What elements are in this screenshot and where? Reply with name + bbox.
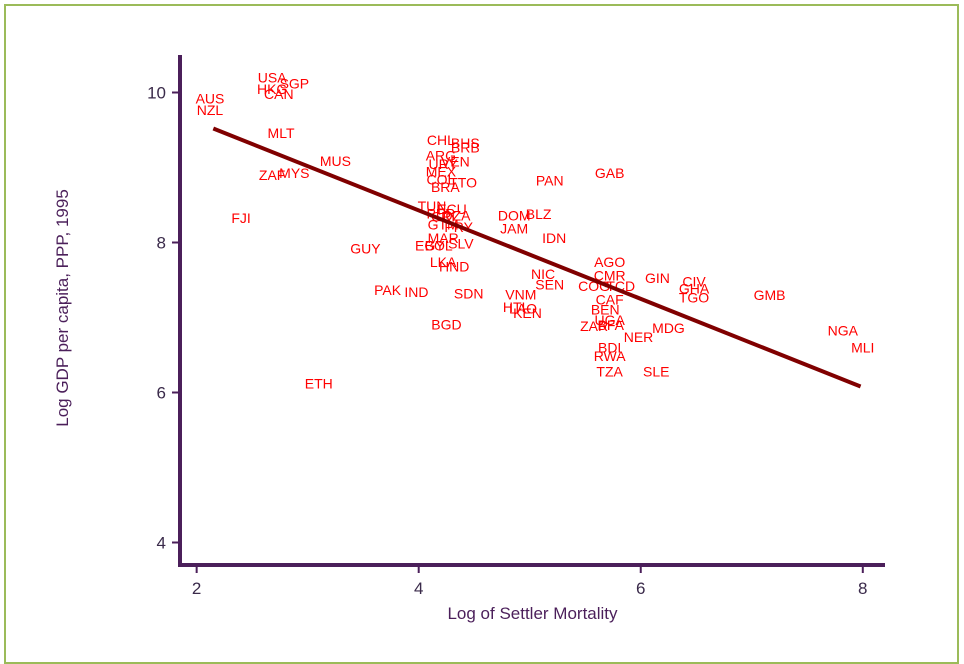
- point-label-guy: GUY: [350, 241, 381, 257]
- point-label-mli: MLI: [851, 340, 874, 356]
- x-axis-label: Log of Settler Mortality: [447, 604, 618, 623]
- point-label-mdg: MDG: [652, 320, 685, 336]
- point-label-mys: MYS: [279, 165, 309, 181]
- point-label-cri: CRI: [431, 208, 455, 224]
- point-label-ner: NER: [624, 329, 654, 345]
- point-label-gab: GAB: [595, 165, 625, 181]
- point-label-fji: FJI: [231, 210, 250, 226]
- y-axis-label: Log GDP per capita, PPP, 1995: [53, 189, 72, 427]
- x-tick-label: 8: [858, 579, 867, 598]
- point-label-tto: TTO: [449, 175, 477, 191]
- point-label-tun: TUN: [418, 198, 447, 214]
- x-tick-label: 4: [414, 579, 423, 598]
- point-label-bgd: BGD: [431, 316, 461, 332]
- point-label-tgo: TGO: [679, 289, 709, 305]
- point-label-blz: BLZ: [526, 206, 552, 222]
- point-label-civ: CIV: [682, 274, 706, 290]
- point-label-rwa: RWA: [594, 348, 627, 364]
- point-label-pan: PAN: [536, 172, 564, 188]
- point-label-uga: UGA: [594, 312, 625, 328]
- point-label-usa: USA: [258, 70, 287, 86]
- y-tick-label: 4: [157, 534, 166, 553]
- point-label-col: COL: [427, 172, 456, 188]
- point-label-nzl: NZL: [197, 102, 224, 118]
- point-label-gmb: GMB: [754, 287, 786, 303]
- point-label-pak: PAK: [374, 282, 402, 298]
- point-label-can: CAN: [264, 86, 294, 102]
- point-label-gin: GIN: [645, 270, 670, 286]
- point-label-ind: IND: [404, 284, 428, 300]
- point-label-mus: MUS: [320, 153, 351, 169]
- point-label-bra: BRA: [431, 179, 460, 195]
- point-label-sdn: SDN: [454, 286, 484, 302]
- point-label-mlt: MLT: [268, 125, 295, 141]
- point-label-lao: LAO: [509, 301, 537, 317]
- point-label-zar: ZAR: [580, 318, 608, 334]
- point-label-ben: BEN: [591, 301, 620, 317]
- point-label-nga: NGA: [828, 322, 859, 338]
- axis-ticks: 2 4 6 8 4 6 8 10: [147, 84, 867, 599]
- point-label-bol: BOL: [425, 238, 453, 254]
- x-tick-label: 2: [192, 579, 201, 598]
- point-label-idn: IDN: [542, 230, 566, 246]
- point-label-ken: KEN: [513, 305, 542, 321]
- point-label-cmr: CMR: [594, 268, 626, 284]
- point-label-ecu: ECU: [437, 201, 467, 217]
- y-tick-label: 8: [157, 234, 166, 253]
- point-label-brb: BRB: [451, 139, 480, 155]
- point-label-sle: SLE: [643, 364, 669, 380]
- point-label-ven: VEN: [441, 154, 470, 170]
- axes: [178, 55, 885, 567]
- point-label-nic: NIC: [531, 266, 555, 282]
- point-label-ury: URY: [428, 156, 458, 172]
- point-label-slv: SLV: [448, 235, 474, 251]
- point-label-dza: DZA: [442, 208, 471, 224]
- point-label-hti: HTI: [503, 299, 526, 315]
- point-label-vnm: VNM: [505, 286, 536, 302]
- point-label-arg: ARG: [426, 148, 456, 164]
- point-label-caf: CAF: [596, 292, 624, 308]
- point-label-ago: AGO: [594, 254, 625, 270]
- point-label-hkg: HKG: [257, 81, 287, 97]
- x-tick-label: 6: [636, 579, 645, 598]
- point-label-egy: EGY: [415, 238, 445, 254]
- point-label-mar: MAR: [428, 230, 459, 246]
- point-label-sgp: SGP: [280, 76, 310, 92]
- point-label-hnd: HND: [439, 259, 469, 275]
- point-label-gtm: GTM: [428, 217, 459, 233]
- fit-line-group: [212, 126, 862, 389]
- point-label-bfa: BFA: [598, 317, 625, 333]
- point-label-bhs: BHS: [451, 135, 480, 151]
- point-label-zaf: ZAF: [259, 167, 285, 183]
- point-label-dom: DOM: [498, 208, 531, 224]
- point-label-bdi: BDI: [598, 340, 621, 356]
- y-tick-label: 10: [147, 84, 166, 103]
- y-tick-label: 6: [157, 384, 166, 403]
- point-label-sen: SEN: [535, 277, 564, 293]
- point-label-aus: AUS: [196, 91, 225, 107]
- chart-frame: [4, 4, 959, 664]
- point-label-mex: MEX: [426, 163, 457, 179]
- point-label-tza: TZA: [596, 364, 623, 380]
- point-label-chl: CHL: [427, 132, 455, 148]
- point-label-eth: ETH: [305, 376, 333, 392]
- point-label-jam: JAM: [500, 220, 528, 236]
- point-label-gha: GHA: [679, 280, 710, 296]
- fit-line: [212, 126, 862, 389]
- point-label-lka: LKA: [430, 254, 457, 270]
